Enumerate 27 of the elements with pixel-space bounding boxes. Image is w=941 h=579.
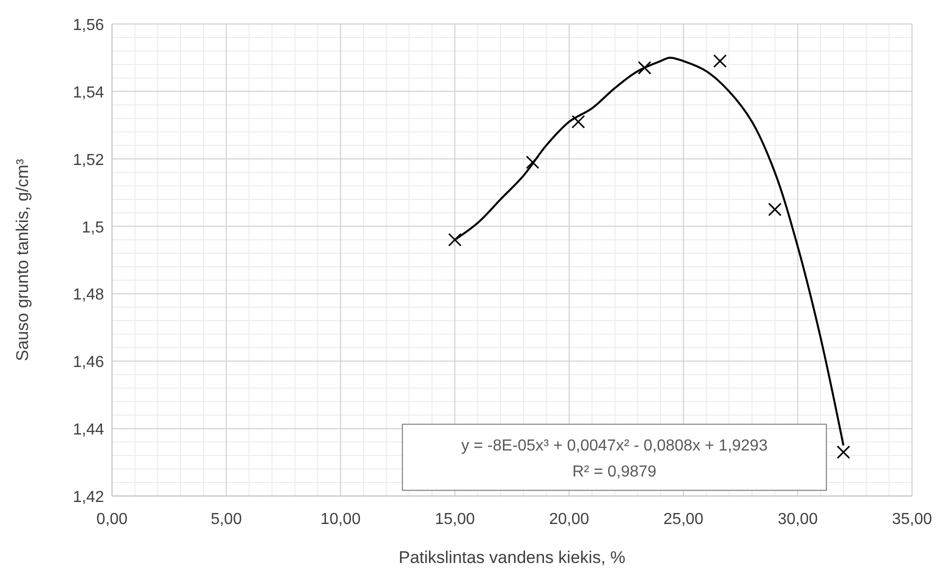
x-tick-label: 35,00	[892, 511, 932, 528]
point	[638, 61, 652, 75]
annotation: y = -8E-05x³ + 0,0047x² - 0,0808x + 1,9293	[461, 437, 768, 454]
y-tick-label: 1,46	[72, 354, 104, 372]
y-tick-label: 1,52	[72, 152, 104, 169]
y-tick-label: 1,42	[72, 489, 104, 506]
point	[713, 54, 727, 68]
x-tick-label: 30,00	[778, 511, 818, 528]
point	[572, 115, 586, 129]
point	[526, 155, 540, 169]
y-tick-label: 1,56	[72, 17, 104, 34]
y-tick-label: 1,48	[72, 286, 104, 304]
point	[448, 233, 462, 247]
y-tick-label: 1,54	[72, 84, 104, 102]
annotation: R² = 0,9879	[572, 463, 657, 480]
y-axis-title: Sauso grunto tankis, g/cm³	[13, 158, 32, 362]
x-tick-label: 0,00	[96, 511, 128, 528]
y-tick-label: 1,5	[82, 219, 104, 236]
x-tick-label: 25,00	[663, 511, 704, 528]
x-tick-label: 10,00	[320, 511, 361, 528]
x-axis-title: Patikslintas vandens kiekis, %	[398, 548, 626, 567]
y-tick-label: 1,44	[72, 422, 104, 439]
point	[768, 202, 782, 216]
x-tick-label: 20,00	[549, 511, 590, 528]
point	[836, 445, 850, 459]
x-tick-label: 15,00	[434, 511, 475, 528]
x-tick-label: 5,00	[210, 511, 242, 528]
